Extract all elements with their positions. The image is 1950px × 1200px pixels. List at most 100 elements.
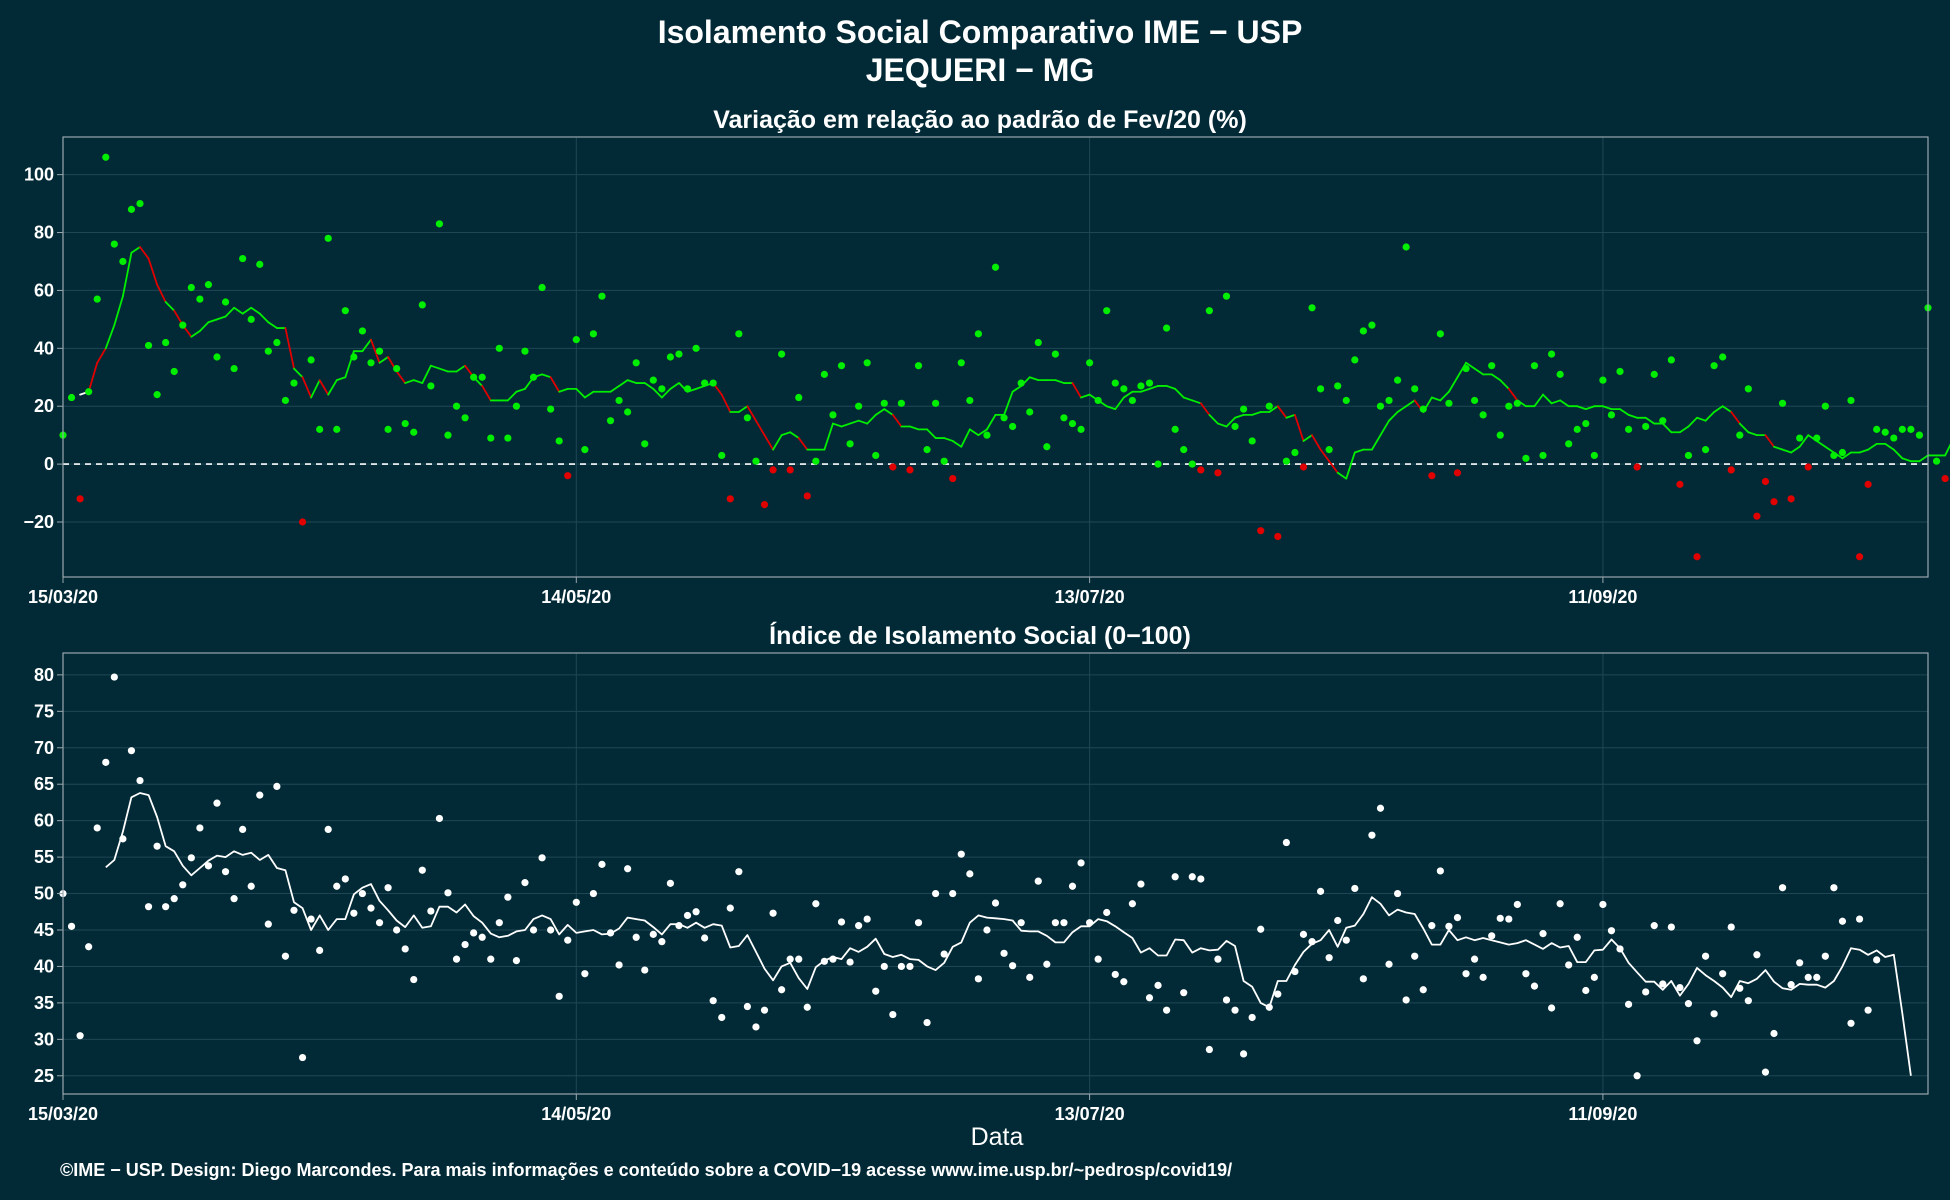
variation-point: [1907, 425, 1915, 433]
y-tick-label: 0: [44, 454, 54, 474]
index-point: [692, 908, 700, 916]
index-point: [1411, 952, 1419, 960]
variation-point: [452, 402, 461, 410]
variation-point: [1291, 448, 1299, 457]
rolling-line-segment: [1148, 385, 1159, 390]
index-point: [358, 889, 367, 898]
variation-point: [367, 359, 375, 367]
variation-point: [1890, 434, 1898, 442]
variation-point: [735, 330, 743, 338]
index-point: [1163, 1006, 1171, 1014]
index-point: [393, 926, 401, 934]
variation-point: [923, 446, 931, 454]
rolling-line-segment: [1105, 405, 1117, 411]
rolling-line-segment: [1841, 451, 1852, 460]
variation-point: [435, 220, 444, 228]
variation-point: [221, 298, 230, 306]
index-point: [273, 782, 281, 790]
variation-point: [581, 446, 589, 454]
rolling-line-segment: [1781, 448, 1793, 454]
y-tick-label: −20: [23, 512, 54, 532]
index-point: [427, 907, 435, 915]
y-tick-label: 55: [34, 847, 54, 867]
index-point: [649, 930, 657, 938]
rolling-line-segment: [1790, 445, 1801, 454]
index-point: [1009, 962, 1017, 970]
rolling-line-segment: [1448, 376, 1459, 393]
rolling-line-segment: [1028, 376, 1040, 382]
variation-point: [606, 417, 615, 425]
rolling-line-segment: [1499, 379, 1510, 390]
variation-point: [1068, 419, 1077, 428]
x-tick-label: 11/09/20: [1568, 587, 1637, 607]
variation-point: [1582, 419, 1590, 428]
index-point: [307, 915, 315, 923]
rolling-line-segment: [130, 246, 141, 254]
variation-point: [427, 382, 435, 390]
variation-point: [444, 431, 452, 439]
rolling-line-segment: [849, 419, 860, 425]
variation-point: [872, 451, 880, 460]
index-x-axis: 15/03/20 14/05/20 13/07/20 11/09/20: [28, 1094, 1637, 1124]
y-tick-label: 20: [34, 396, 54, 416]
variation-point: [102, 153, 110, 161]
index-point: [290, 906, 298, 914]
rolling-line-segment: [1696, 416, 1707, 422]
index-point: [1513, 900, 1521, 909]
rolling-line-segment: [1602, 405, 1613, 411]
rolling-line-segment: [1182, 396, 1194, 402]
rolling-line-segment: [1619, 408, 1630, 416]
x-tick-label: 14/05/20: [541, 1104, 611, 1124]
index-panel: Índice de Isolamento Social (0−100) 25 30…: [28, 621, 1929, 1151]
rolling-line-segment: [1533, 393, 1544, 408]
rolling-line-segment: [763, 434, 774, 451]
index-point: [991, 899, 1000, 907]
variation-point: [1719, 353, 1727, 361]
variation-point: [1864, 480, 1872, 488]
variation-point: [1642, 422, 1650, 431]
variation-point: [119, 257, 127, 266]
index-point: [718, 1013, 726, 1022]
index-point: [1633, 1072, 1641, 1080]
x-tick-label: 15/03/20: [28, 587, 98, 607]
index-point: [281, 952, 290, 960]
rolling-line-segment: [1747, 431, 1758, 437]
variation-point: [529, 373, 538, 381]
index-point: [675, 922, 683, 930]
index-panel-title: Índice de Isolamento Social (0−100): [769, 621, 1191, 650]
rolling-line-segment: [258, 312, 270, 324]
variation-point: [153, 391, 161, 399]
x-tick-label: 13/07/20: [1055, 1104, 1125, 1124]
index-point: [1445, 922, 1453, 930]
rolling-line-segment: [695, 385, 706, 390]
rolling-line-segment: [327, 379, 338, 396]
rolling-line-segment: [139, 246, 150, 260]
rolling-line-segment: [1901, 457, 1912, 463]
index-point: [1804, 973, 1812, 981]
index-point: [1770, 1029, 1778, 1038]
y-tick-label: 40: [34, 956, 54, 976]
index-point: [1684, 1000, 1693, 1008]
variation-point: [230, 364, 238, 373]
index-point: [1248, 1013, 1256, 1022]
index-point: [1710, 1010, 1718, 1018]
index-point: [1496, 914, 1504, 922]
index-point: [1034, 877, 1042, 885]
rolling-line-segment: [1122, 390, 1134, 399]
variation-point: [461, 414, 469, 422]
variation-point: [358, 327, 367, 335]
variation-point: [957, 359, 965, 367]
variation-x-axis: 15/03/20 14/05/20 13/07/20 11/09/20: [28, 577, 1637, 607]
variation-point: [572, 336, 580, 344]
index-point: [1830, 884, 1838, 892]
variation-point: [1684, 451, 1693, 460]
variation-point: [1590, 451, 1598, 460]
index-point: [1539, 930, 1547, 938]
rolling-line-segment: [164, 301, 176, 312]
variation-point: [1778, 399, 1787, 407]
variation-point: [709, 379, 717, 387]
rolling-line-segment: [1371, 434, 1382, 451]
variation-point: [803, 492, 811, 500]
index-point: [1616, 945, 1624, 953]
